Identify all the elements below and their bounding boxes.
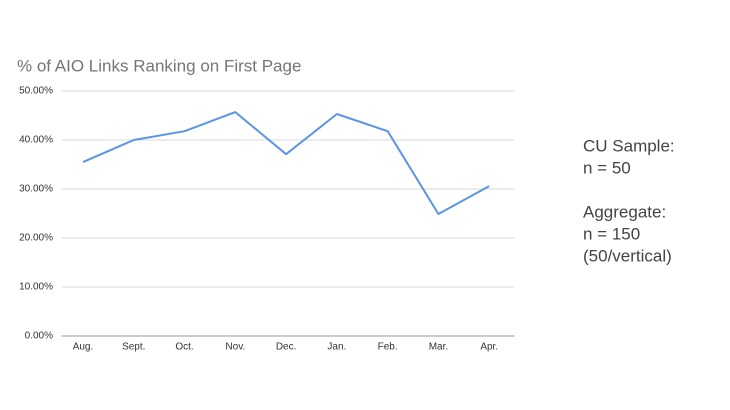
- annotation: Aggregate:: [583, 202, 666, 221]
- annotation: n = 150: [583, 224, 640, 243]
- chart-title: % of AIO Links Ranking on First Page: [17, 56, 301, 75]
- x-tick-label: Nov.: [225, 342, 245, 353]
- y-tick-label: 20.00%: [19, 233, 53, 244]
- x-tick-label: Mar.: [429, 342, 448, 353]
- x-tick-label: Apr.: [480, 342, 498, 353]
- x-tick-label: Oct.: [175, 342, 193, 353]
- annotation: n = 50: [583, 158, 631, 177]
- annotation: (50/vertical): [583, 246, 672, 265]
- x-tick-label: Feb.: [378, 342, 398, 353]
- x-tick-label: Jan.: [327, 342, 346, 353]
- y-tick-label: 30.00%: [19, 184, 53, 195]
- y-tick-label: 40.00%: [19, 135, 53, 146]
- x-tick-label: Aug.: [73, 342, 94, 353]
- y-tick-label: 10.00%: [19, 282, 53, 293]
- annotation: CU Sample:: [583, 136, 675, 155]
- x-tick-label: Sept.: [122, 342, 145, 353]
- y-tick-label: 50.00%: [19, 86, 53, 97]
- data-line: [82, 111, 490, 215]
- y-tick-label: 0.00%: [25, 331, 53, 342]
- x-tick-label: Dec.: [276, 342, 297, 353]
